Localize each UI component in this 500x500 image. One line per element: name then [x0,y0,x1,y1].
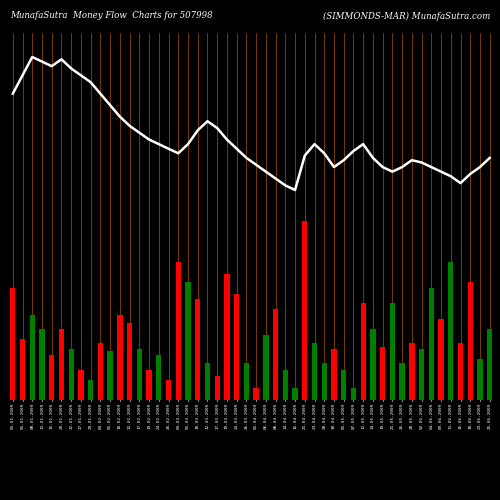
Bar [351,388,356,400]
Bar [234,294,239,400]
Bar [59,329,64,400]
Text: MunafaSutra  Money Flow  Charts for 507998: MunafaSutra Money Flow Charts for 507998 [10,12,212,20]
Bar [127,323,132,400]
Bar [88,380,94,400]
Bar [390,302,395,400]
Bar [98,343,103,400]
Bar [146,370,152,400]
Bar [409,343,414,400]
Bar [108,352,113,400]
Bar [468,282,473,400]
Bar [205,364,210,400]
Bar [263,335,268,400]
Bar [10,288,16,400]
Bar [156,356,162,400]
Bar [195,298,200,400]
Bar [20,339,25,400]
Bar [49,356,54,400]
Bar [40,329,44,400]
Bar [360,302,366,400]
Bar [428,288,434,400]
Bar [68,350,74,400]
Bar [273,308,278,400]
Bar [78,370,84,400]
Bar [176,262,181,400]
Bar [400,364,405,400]
Bar [136,350,142,400]
Bar [166,380,171,400]
Bar [478,360,482,400]
Bar [332,350,336,400]
Bar [370,329,376,400]
Bar [448,262,454,400]
Bar [30,314,35,400]
Bar [438,319,444,400]
Bar [214,376,220,400]
Bar [186,282,190,400]
Bar [302,222,308,400]
Bar [380,347,386,400]
Bar [292,388,298,400]
Bar [458,343,463,400]
Bar [244,364,249,400]
Bar [224,274,230,400]
Bar [419,350,424,400]
Bar [254,388,259,400]
Bar [487,329,492,400]
Bar [312,343,317,400]
Text: (SIMMONDS-MAR) MunafaSutra.com: (SIMMONDS-MAR) MunafaSutra.com [323,12,490,20]
Bar [322,364,327,400]
Bar [117,314,122,400]
Bar [341,370,346,400]
Bar [282,370,288,400]
